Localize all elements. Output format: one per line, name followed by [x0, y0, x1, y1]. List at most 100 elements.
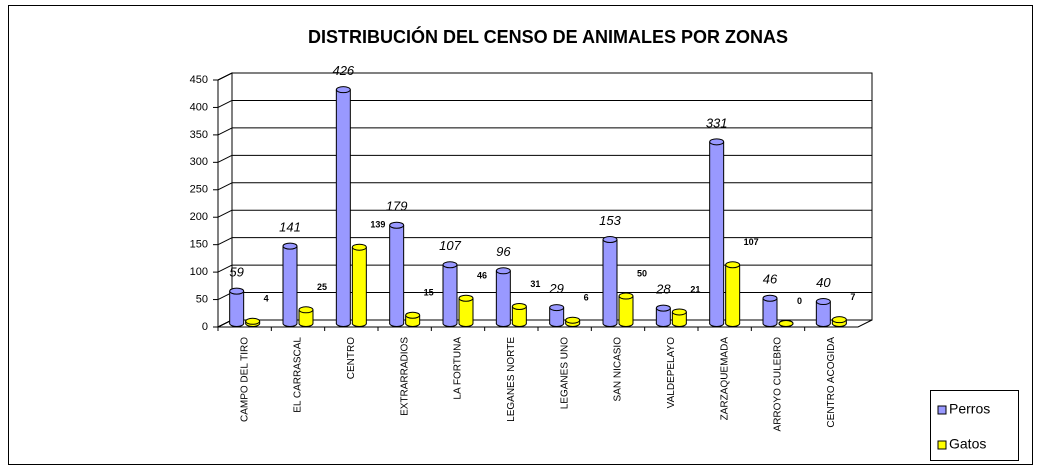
x-tick-label: ZARZAQUEMADA [719, 337, 730, 421]
value-label: 15 [424, 288, 434, 298]
value-label: 107 [744, 237, 759, 247]
bar [459, 298, 473, 324]
cylinder-top [282, 242, 298, 250]
bar [603, 239, 617, 324]
value-label: 59 [229, 265, 243, 280]
cylinder-top [245, 317, 261, 325]
cylinder-top [815, 298, 831, 306]
value-label: 331 [706, 115, 728, 130]
cylinder-top [511, 302, 527, 310]
bar [672, 311, 687, 324]
cylinder-top [298, 306, 314, 314]
value-label: 6 [584, 293, 589, 303]
cylinder-top [655, 304, 671, 312]
bar [656, 308, 671, 324]
bar [443, 264, 457, 324]
value-label: 7 [850, 292, 855, 302]
value-label: 4 [264, 294, 269, 304]
bar [299, 309, 313, 324]
legend-swatch [937, 405, 947, 415]
bar [725, 264, 740, 324]
grid-line [217, 264, 233, 273]
y-tick-label: 350 [190, 129, 208, 141]
x-tick-label: CENTRO [346, 337, 357, 379]
value-label: 29 [548, 281, 563, 296]
value-label: 153 [599, 213, 621, 228]
cylinder-top [831, 316, 847, 324]
cylinder-top [389, 221, 405, 229]
x-tick-label: CENTRO ACOGIDA [826, 337, 837, 428]
legend-label: Perros [949, 401, 990, 417]
bar [619, 296, 633, 324]
cylinder-top [725, 261, 741, 269]
cylinder-top [762, 294, 778, 302]
value-label: 179 [386, 199, 408, 214]
chart-title: DISTRIBUCIÓN DEL CENSO DE ANIMALES POR Z… [308, 26, 788, 47]
value-label: 141 [279, 220, 301, 235]
legend-label: Gatos [949, 436, 986, 452]
bar [512, 306, 527, 324]
cylinder-top [229, 287, 245, 295]
bar [763, 298, 777, 324]
value-label: 31 [530, 279, 540, 289]
y-tick-label: 400 [190, 101, 208, 113]
value-label: 0 [797, 296, 802, 306]
y-tick-label: 100 [190, 266, 208, 278]
grid-line [217, 127, 233, 136]
x-tick-label: ARROYO CULEBRO [773, 337, 784, 432]
value-label: 46 [763, 272, 778, 287]
bar [283, 246, 297, 324]
y-tick-label: 300 [190, 156, 208, 168]
cylinder-top [549, 304, 565, 312]
value-label: 40 [816, 275, 831, 290]
bar [709, 141, 724, 324]
value-label: 50 [637, 268, 647, 278]
cylinder-top [442, 261, 458, 269]
bar [352, 247, 367, 324]
grid-line [217, 72, 233, 81]
bar [549, 307, 564, 324]
x-tick-label: EXTRARRADIOS [399, 337, 410, 416]
cylinder-top [778, 320, 794, 327]
bar [816, 301, 831, 324]
cylinder-top [618, 292, 634, 300]
value-label: 25 [317, 282, 327, 292]
y-tick-label: 250 [190, 184, 208, 196]
bar [336, 89, 351, 324]
value-label: 107 [439, 238, 461, 253]
cylinder-top [671, 308, 687, 316]
x-tick-label: VALDEPELAYO [666, 337, 677, 409]
side-wall [217, 72, 233, 328]
cylinder-top [335, 86, 351, 94]
x-tick-label: LEGANES UNO [559, 337, 570, 409]
cylinder-top [458, 294, 474, 302]
value-label: 28 [655, 282, 671, 297]
cylinder-top [351, 243, 367, 251]
grid-line [217, 209, 233, 218]
y-tick-label: 200 [190, 211, 208, 223]
grid-line [217, 154, 233, 163]
x-tick-label: LA FORTUNA [453, 337, 464, 400]
y-tick-label: 0 [202, 321, 208, 333]
cylinder-top [565, 316, 581, 324]
y-tick-label: 450 [190, 74, 208, 86]
grid-line [217, 237, 233, 246]
grid-line [217, 182, 233, 191]
y-tick-label: 50 [196, 293, 208, 305]
legend-swatch [937, 440, 947, 450]
value-label: 46 [477, 271, 487, 281]
cylinder-top [602, 236, 618, 244]
x-tick-label: EL CARRASCAL [293, 337, 304, 413]
bar [229, 291, 244, 324]
value-label: 96 [496, 244, 511, 259]
cylinder-top [495, 267, 511, 275]
bar [405, 315, 420, 324]
cylinder-top [709, 138, 725, 146]
value-label: 426 [332, 63, 354, 78]
x-tick-label: CAMPO DEL TIRO [239, 337, 250, 422]
x-tick-label: LEGANES NORTE [506, 337, 517, 422]
grid-line [217, 99, 233, 108]
cylinder-top [405, 311, 421, 319]
value-label: 21 [690, 284, 700, 294]
